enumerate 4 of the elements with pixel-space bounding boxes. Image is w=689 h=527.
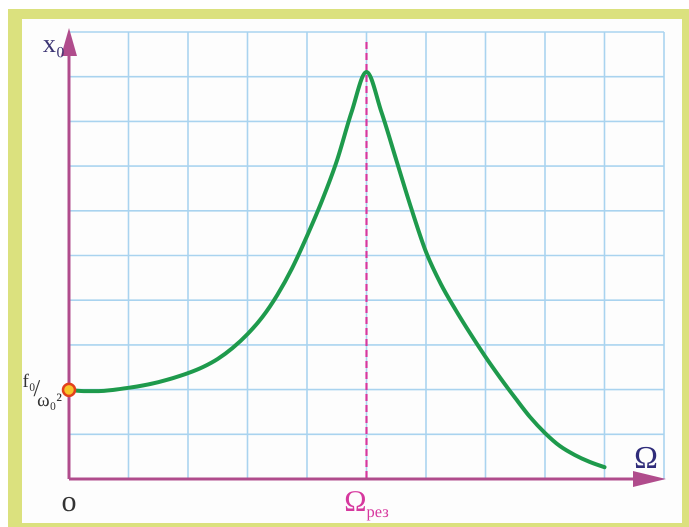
x-tick-label: Ω$_{рез}$: [344, 485, 389, 521]
y-axis-title: x₀: [42, 29, 65, 58]
x-tick-label: o: [62, 485, 76, 518]
x-axis-title: Ω: [634, 439, 658, 475]
